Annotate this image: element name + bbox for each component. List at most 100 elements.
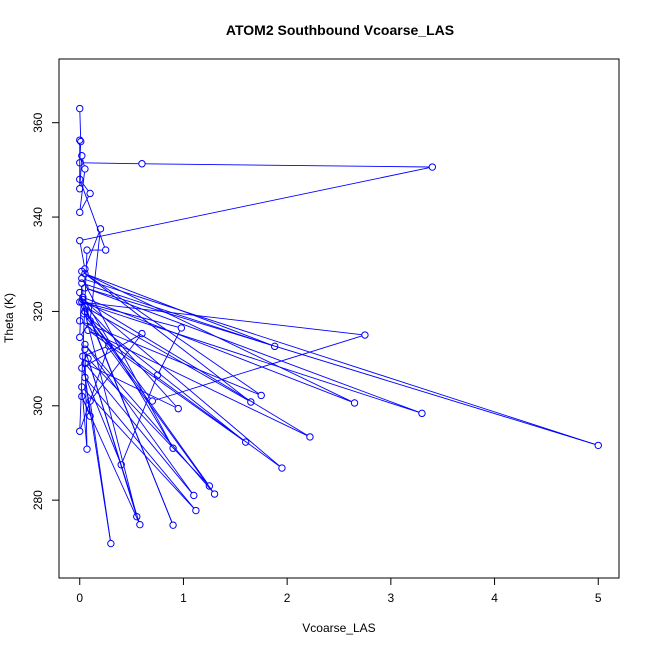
y-axis: 280 300 320 340 360 [31, 112, 59, 510]
chart-title: ATOM2 Southbound Vcoarse_LAS [226, 22, 454, 38]
series-segment [80, 295, 137, 514]
data-point [77, 137, 85, 146]
series-segment [86, 313, 208, 484]
data-point [81, 373, 89, 382]
data-point [83, 445, 91, 453]
series-segment [84, 302, 179, 328]
data-point [117, 461, 125, 469]
data-point [76, 185, 84, 193]
y-tick-label: 280 [31, 490, 45, 510]
data-point [83, 246, 91, 254]
data-point [138, 329, 146, 338]
data-point [350, 399, 359, 407]
data-point [78, 274, 86, 283]
series-segment [82, 321, 259, 395]
data-point [107, 539, 115, 548]
data-point [78, 267, 86, 276]
data-point [79, 352, 87, 360]
x-tick-label: 5 [595, 591, 602, 605]
series-segment [82, 162, 139, 165]
data-point [428, 163, 437, 171]
data-point [153, 371, 162, 379]
data-point [101, 246, 110, 254]
data-point [86, 412, 94, 420]
series-segment [86, 379, 195, 509]
series-layer [76, 104, 602, 548]
series-segment [87, 288, 420, 413]
data-point [76, 317, 84, 325]
series-segment [122, 377, 157, 462]
series-segment [82, 399, 139, 522]
series-segment [79, 253, 88, 429]
series-segment [84, 299, 172, 446]
series-segment [80, 348, 109, 429]
series-segment [83, 304, 177, 407]
data-point [594, 441, 602, 450]
y-axis-label: Theta (K) [2, 293, 16, 343]
data-point [105, 342, 113, 350]
data-point [257, 391, 265, 400]
data-point [78, 364, 86, 372]
series-segment [85, 231, 100, 267]
series-segment [85, 301, 280, 467]
data-point [76, 175, 84, 184]
data-point [76, 333, 84, 342]
series-segment [79, 158, 83, 186]
x-tick-label: 4 [491, 591, 498, 605]
series-segment [83, 388, 195, 509]
y-tick-label: 320 [31, 301, 45, 321]
series-segment [81, 181, 89, 192]
data-point [278, 464, 286, 472]
series-segment [85, 309, 173, 523]
series-segment [86, 365, 193, 494]
data-point [361, 331, 369, 339]
data-point [81, 284, 89, 292]
series-segment [86, 346, 213, 492]
series-segment [87, 288, 596, 445]
series-segment [91, 335, 141, 399]
data-point [78, 152, 86, 160]
series-segment [85, 298, 352, 403]
data-point [271, 342, 279, 351]
y-tick-label: 300 [31, 395, 45, 415]
series-segment [79, 111, 82, 139]
data-point [174, 404, 182, 413]
data-point [76, 136, 84, 144]
data-point [136, 520, 144, 529]
data-point [418, 409, 426, 418]
data-point [148, 397, 157, 405]
data-point [86, 189, 94, 198]
data-point [76, 236, 84, 245]
series-segment [82, 302, 420, 413]
x-tick-label: 0 [76, 591, 83, 605]
data-point [86, 397, 94, 405]
series-segment [85, 346, 106, 356]
data-point [177, 324, 186, 332]
series-segment [82, 167, 430, 241]
data-point [78, 298, 86, 306]
data-point [78, 383, 86, 391]
data-point [76, 104, 84, 113]
data-point [247, 398, 255, 406]
data-point [76, 159, 84, 167]
data-point [81, 165, 89, 173]
data-point [84, 326, 92, 334]
series-segment [85, 316, 214, 492]
data-point [81, 345, 89, 353]
x-axis-label: Vcoarse_LAS [302, 621, 375, 635]
series-segment [80, 182, 105, 248]
data-point [133, 512, 141, 521]
data-point [210, 490, 219, 498]
data-point [96, 225, 105, 233]
plot-frame [58, 58, 620, 579]
series-segment [87, 364, 176, 408]
data-point [169, 444, 177, 452]
data-point [169, 521, 177, 529]
data-point [190, 491, 198, 500]
data-point [138, 160, 146, 168]
series-segment [82, 322, 280, 467]
data-point [306, 433, 314, 441]
x-tick-label: 3 [388, 591, 395, 605]
data-point [241, 438, 250, 446]
series-segment [84, 272, 259, 394]
